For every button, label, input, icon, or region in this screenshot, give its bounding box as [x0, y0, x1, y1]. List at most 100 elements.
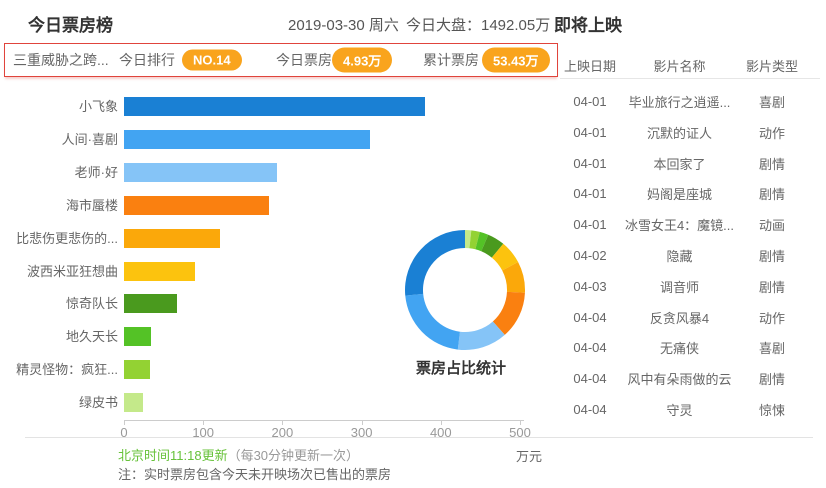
- donut-segment-老师·好[interactable]: [457, 321, 505, 350]
- bar-category-label: 比悲伤更悲伤的...: [16, 230, 118, 246]
- bar-category-label: 老师·好: [74, 164, 118, 180]
- highlight-rank-label: 今日排行: [119, 52, 175, 68]
- x-axis-unit-label: 万元: [516, 449, 543, 464]
- release-date: 04-01: [573, 155, 607, 171]
- donut-segment-人间·喜剧[interactable]: [405, 293, 460, 350]
- bar-category-label: 小飞象: [78, 99, 118, 114]
- update-status: 北京时间11:18更新（每30分钟更新一次）: [118, 445, 359, 464]
- movie-name: 反贪风暴4: [649, 310, 710, 326]
- coming-soon-row[interactable]: 04-01 本回家了 剧情: [560, 148, 820, 179]
- bar-category-label: 惊奇队长: [65, 296, 118, 312]
- donut-segment-小飞象[interactable]: [405, 230, 465, 296]
- bar-惊奇队长[interactable]: [124, 294, 178, 314]
- movie-name: 毕业旅行之逍遥...: [628, 95, 731, 110]
- donut-segment-海市蜃楼[interactable]: [492, 291, 525, 335]
- column-header-date: 上映日期: [563, 59, 616, 74]
- highlight-today-label: 今日票房: [276, 52, 332, 68]
- movie-genre: 剧情: [758, 187, 785, 203]
- coming-soon-row[interactable]: 04-04 守灵 惊悚: [560, 394, 820, 425]
- x-axis-tick: [361, 420, 363, 425]
- donut-segment-惊奇队长[interactable]: [481, 234, 504, 258]
- release-date: 04-04: [573, 371, 607, 387]
- coming-soon-row[interactable]: 04-04 风中有朵雨做的云 剧情: [560, 363, 820, 394]
- coming-soon-row[interactable]: 04-01 冰雪女王4：魔镜... 动画: [560, 209, 820, 240]
- header-date: 2019-03-30 周六: [288, 17, 399, 34]
- release-date: 04-01: [573, 186, 607, 202]
- bottom-divider: [25, 437, 813, 438]
- movie-genre: 动画: [758, 218, 785, 234]
- highlight-movie-name[interactable]: 三重威胁之跨...: [13, 52, 109, 68]
- movie-name: 守灵: [666, 403, 693, 418]
- movie-name: 妈阁是座城: [646, 187, 712, 203]
- column-header-name: 影片名称: [653, 59, 706, 74]
- coming-soon-row[interactable]: 04-04 无痛侠 喜剧: [560, 332, 820, 363]
- movie-genre: 剧情: [758, 372, 785, 388]
- release-date: 04-04: [573, 309, 607, 325]
- x-axis-tick: [282, 420, 284, 425]
- x-axis-tick-label: 400: [429, 425, 452, 440]
- movie-genre: 动作: [758, 125, 785, 141]
- x-axis-tick: [203, 420, 205, 425]
- release-date: 04-01: [573, 124, 607, 140]
- bar-老师·好[interactable]: [124, 162, 277, 182]
- bar-category-label: 人间·喜剧: [61, 131, 118, 147]
- bar-人间·喜剧[interactable]: [124, 129, 370, 149]
- x-axis-line: [124, 420, 524, 421]
- movie-name: 无痛侠: [659, 341, 699, 357]
- x-axis-tick-label: 300: [350, 425, 373, 440]
- donut-segment-比悲伤更悲伤的...[interactable]: [502, 262, 525, 293]
- donut-segment-地久天长[interactable]: [475, 231, 489, 252]
- header-market-total: 今日大盘：1492.05万: [406, 17, 551, 34]
- coming-soon-row[interactable]: 04-04 反贪风暴4 动作: [560, 302, 820, 333]
- bar-海市蜃楼[interactable]: [124, 195, 269, 215]
- coming-soon-row[interactable]: 04-01 沉默的证人 动作: [560, 117, 820, 148]
- movie-genre: 喜剧: [758, 341, 785, 357]
- donut-segment-精灵怪物：疯狂...[interactable]: [469, 230, 480, 250]
- release-date: 04-04: [573, 402, 607, 417]
- donut-chart-title: 票房占比统计: [415, 360, 506, 377]
- movie-genre: 剧情: [758, 279, 785, 295]
- release-date: 04-01: [573, 94, 607, 109]
- coming-soon-title: 即将上映: [554, 16, 622, 35]
- bar-category-label: 精灵怪物：疯狂...: [16, 362, 118, 378]
- update-frequency-text: （每30分钟更新一次）: [227, 448, 360, 463]
- highlight-total-label: 累计票房: [423, 52, 479, 68]
- coming-soon-row[interactable]: 04-01 妈阁是座城 剧情: [560, 178, 820, 209]
- movie-genre: 喜剧: [758, 95, 785, 110]
- donut-chart: [405, 230, 525, 350]
- bar-地久天长[interactable]: [124, 327, 151, 347]
- coming-soon-row[interactable]: 04-02 隐藏 剧情: [560, 240, 820, 271]
- movie-genre: 剧情: [758, 249, 785, 264]
- footer-note: 注：实时票房包含今天未开映场次已售出的票房: [118, 467, 392, 482]
- movie-name: 沉默的证人: [646, 125, 712, 141]
- table-header-divider: [560, 78, 820, 79]
- x-axis-tick: [520, 420, 521, 425]
- x-axis-tick-label: 200: [271, 425, 294, 440]
- donut-segment-绿皮书[interactable]: [465, 230, 472, 249]
- highlight-today-badge: 4.93万: [332, 47, 393, 73]
- page-title: 今日票房榜: [28, 16, 113, 35]
- release-date: 04-03: [573, 278, 607, 294]
- bar-比悲伤更悲伤的...[interactable]: [124, 228, 220, 248]
- movie-genre: 动作: [758, 310, 785, 326]
- bar-小飞象[interactable]: [124, 97, 425, 116]
- release-date: 04-04: [573, 340, 607, 356]
- x-axis-tick-label: 0: [120, 425, 128, 440]
- x-axis-tick: [124, 420, 125, 425]
- movie-name: 本回家了: [653, 156, 706, 172]
- highlight-rank-badge: NO.14: [182, 49, 242, 71]
- movie-name: 调音师: [659, 279, 699, 295]
- coming-soon-row[interactable]: 04-03 调音师 剧情: [560, 271, 820, 302]
- coming-soon-row[interactable]: 04-01 毕业旅行之逍遥... 喜剧: [560, 86, 820, 117]
- highlighted-movie-strip[interactable]: 三重威胁之跨... 今日排行 NO.14 今日票房 4.93万 累计票房 53.…: [4, 43, 558, 77]
- bar-波西米亚狂想曲[interactable]: [124, 261, 196, 281]
- x-axis-tick-label: 100: [192, 425, 215, 440]
- bar-精灵怪物：疯狂...[interactable]: [124, 360, 151, 380]
- highlight-total-badge: 53.43万: [482, 47, 550, 73]
- update-time-text: 北京时间11:18更新: [118, 448, 228, 463]
- donut-segment-波西米亚狂想曲[interactable]: [491, 243, 519, 271]
- bar-绿皮书[interactable]: [124, 393, 143, 413]
- bar-category-label: 地久天长: [65, 329, 118, 345]
- movie-genre: 惊悚: [758, 403, 785, 418]
